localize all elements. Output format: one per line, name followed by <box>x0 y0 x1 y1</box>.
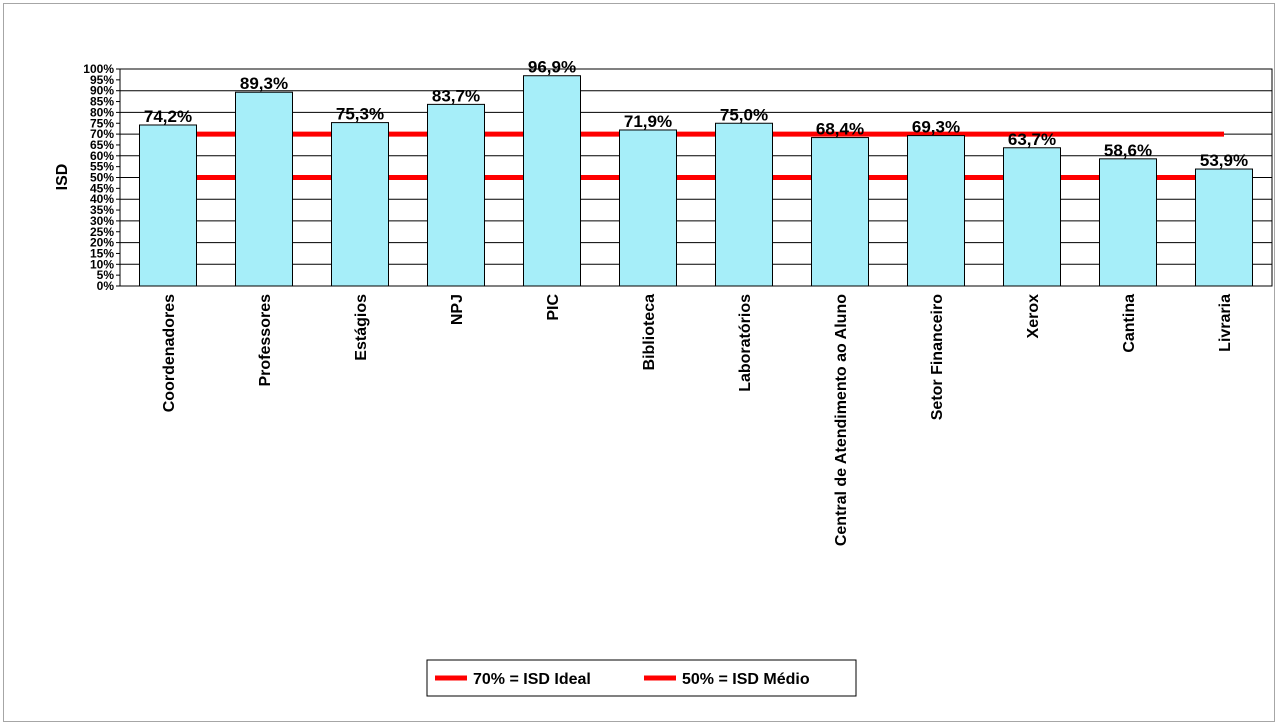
bars <box>139 75 1253 287</box>
category-label: Xerox <box>1025 294 1042 339</box>
category-label: NPJ <box>449 294 466 325</box>
data-label: 69,3% <box>912 118 960 137</box>
category-label: PIC <box>545 294 562 321</box>
y-tick-label: 55% <box>90 160 114 174</box>
category-label: Laboratórios <box>737 294 754 392</box>
y-tick-label: 25% <box>90 225 114 239</box>
y-axis-ticks: 0%5%10%15%20%25%30%35%40%45%50%55%60%65%… <box>83 62 120 293</box>
category-label: Setor Financeiro <box>929 294 946 420</box>
y-tick-label: 10% <box>90 257 114 271</box>
y-tick-label: 15% <box>90 246 114 260</box>
y-tick-label: 100% <box>83 62 114 76</box>
legend-entry: 50% = ISD Médio <box>682 671 810 688</box>
data-label: 96,9% <box>528 58 576 77</box>
y-tick-label: 35% <box>90 203 114 217</box>
bar <box>1195 168 1253 287</box>
data-label: 74,2% <box>144 107 192 126</box>
data-label: 68,4% <box>816 120 864 139</box>
y-tick-label: 5% <box>97 268 115 282</box>
category-label: Estágios <box>353 294 370 361</box>
bar <box>715 122 773 287</box>
y-tick-label: 50% <box>90 171 114 185</box>
bar <box>619 129 677 287</box>
y-tick-label: 45% <box>90 181 114 195</box>
category-label: Biblioteca <box>641 294 658 371</box>
legend: 70% = ISD Ideal 50% = ISD Médio <box>426 659 857 697</box>
bar <box>331 122 389 287</box>
category-label: Professores <box>257 294 274 387</box>
bar <box>139 124 197 287</box>
category-label: Central de Atendimento ao Aluno <box>833 294 850 546</box>
bar <box>427 103 485 287</box>
category-label: Livraria <box>1217 294 1234 352</box>
chart-frame: 0% 5% 10% 15% 20% 25% 30% 35% 40% 45% 50% 55% 60% 65%… <box>3 3 1275 722</box>
y-tick-label: 40% <box>90 192 114 206</box>
y-tick-label: 95% <box>90 73 114 87</box>
category-label: Cantina <box>1121 294 1138 353</box>
category-label: Coordenadores <box>161 294 178 412</box>
y-axis-title: ISD <box>54 164 71 191</box>
bar <box>811 137 869 287</box>
y-tick-label: 65% <box>90 138 114 152</box>
data-label: 89,3% <box>240 74 288 93</box>
y-tick-label: 85% <box>90 95 114 109</box>
y-tick-label: 0% <box>97 279 115 293</box>
y-tick-label: 80% <box>90 105 114 119</box>
bar <box>907 135 965 287</box>
data-label: 58,6% <box>1104 141 1152 160</box>
category-labels: Coordenadores Professores Estágios NPJ PIC Bi… <box>161 294 1234 547</box>
data-label: 63,7% <box>1008 130 1056 149</box>
legend-box <box>426 659 857 697</box>
y-tick-label: 75% <box>90 116 114 130</box>
y-tick-label: 30% <box>90 214 114 228</box>
bar-chart: 0%5%10%15%20%25%30%35%40%45%50%55%60%65%… <box>54 58 1273 697</box>
data-label: 75,0% <box>720 105 768 124</box>
y-tick-label: 70% <box>90 127 114 141</box>
data-label: 83,7% <box>432 86 480 105</box>
data-label: 53,9% <box>1200 151 1248 170</box>
y-tick-label: 20% <box>90 236 114 250</box>
bar <box>1099 158 1157 287</box>
y-tick-label: 90% <box>90 84 114 98</box>
data-labels: 74,2% 89,3% 75,3% 83,7% 96,9% 71,9% 75,0% 68,4%… <box>144 58 1248 170</box>
y-tick-label: 60% <box>90 149 114 163</box>
legend-entry: 70% = ISD Ideal <box>473 671 591 688</box>
data-label: 75,3% <box>336 105 384 124</box>
bar <box>235 91 293 287</box>
bar <box>523 75 581 287</box>
data-label: 71,9% <box>624 112 672 131</box>
bar <box>1003 147 1061 287</box>
